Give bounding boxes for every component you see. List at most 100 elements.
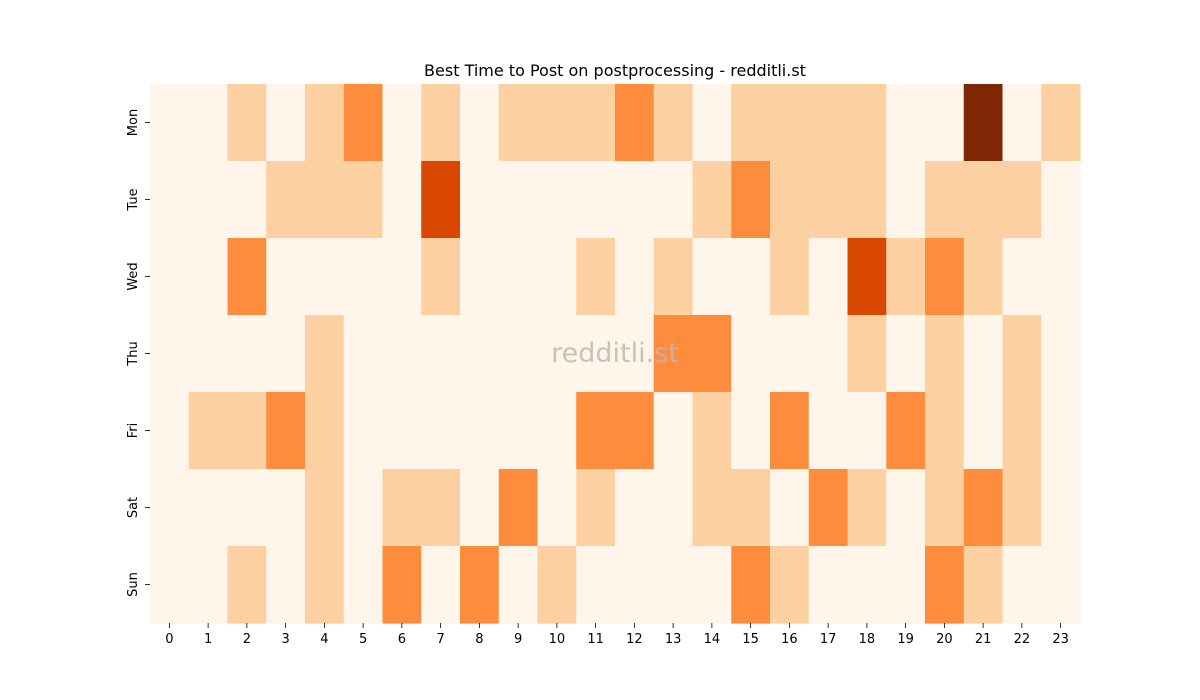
heatmap-cell-sat-14 (692, 469, 732, 547)
heatmap-cell-fri-17 (808, 392, 849, 470)
heatmap-cell-tue-23 (1041, 161, 1081, 239)
heatmap-cell-tue-0 (150, 161, 190, 239)
heatmap-cell-sun-8 (460, 546, 500, 624)
heatmap-cell-thu-10 (537, 315, 577, 393)
heatmap-cell-mon-9 (498, 84, 539, 162)
heatmap-cell-sat-5 (343, 469, 384, 547)
x-tick-label: 10 (549, 632, 566, 647)
heatmap-cell-tue-21 (963, 161, 1004, 239)
heatmap-cell-sat-0 (150, 469, 190, 547)
x-tick-label: 14 (704, 632, 721, 647)
heatmap-cell-wed-22 (1002, 238, 1042, 316)
heatmap-cell-fri-23 (1041, 392, 1081, 470)
heatmap-cell-fri-16 (770, 392, 810, 470)
heatmap-cell-wed-12 (615, 238, 655, 316)
heatmap-cell-sat-10 (537, 469, 577, 547)
heatmap-cell-wed-13 (653, 238, 694, 316)
heatmap-cell-sat-13 (653, 469, 694, 547)
heatmap-cell-sun-1 (188, 546, 229, 624)
x-axis: 0 1 2 3 4 5 6 7 8 9 10 11 12 13 14 15 16 17 18 19 20 21 22 23 (165, 623, 1069, 647)
x-tick-label: 22 (1014, 632, 1031, 647)
heatmap-cell-mon-10 (537, 84, 577, 162)
heatmap-cell-mon-4 (305, 84, 345, 162)
heatmap-cell-wed-0 (150, 238, 190, 316)
heatmap-cell-tue-7 (421, 161, 461, 239)
heatmap-cell-sun-9 (498, 546, 539, 624)
heatmap-cell-fri-13 (653, 392, 694, 470)
heatmap-cell-thu-23 (1041, 315, 1081, 393)
x-tick-label: 11 (587, 632, 604, 647)
heatmap-cell-sun-14 (692, 546, 732, 624)
heatmap-cell-mon-17 (808, 84, 849, 162)
heatmap-cell-wed-14 (692, 238, 732, 316)
heatmap-cell-mon-12 (615, 84, 655, 162)
x-tick-label: 1 (204, 632, 212, 647)
heatmap-cell-mon-18 (847, 84, 887, 162)
heatmap-cell-thu-11 (576, 315, 616, 393)
heatmap-cell-tue-10 (537, 161, 577, 239)
heatmap-cell-sun-22 (1002, 546, 1042, 624)
heatmap-cell-wed-16 (770, 238, 810, 316)
heatmap-cell-fri-0 (150, 392, 190, 470)
heatmap-cell-tue-22 (1002, 161, 1042, 239)
heatmap-cell-mon-3 (266, 84, 306, 162)
x-tick-label: 23 (1052, 632, 1069, 647)
heatmap-cell-fri-15 (731, 392, 771, 470)
heatmap-cell-wed-3 (266, 238, 306, 316)
heatmap-cell-thu-18 (847, 315, 887, 393)
heatmap-cell-wed-8 (460, 238, 500, 316)
x-tick-label: 6 (398, 632, 406, 647)
x-tick-label: 18 (859, 632, 876, 647)
heatmap-cell-mon-13 (653, 84, 694, 162)
heatmap-cell-tue-6 (382, 161, 422, 239)
heatmap-cell-tue-19 (886, 161, 926, 239)
heatmap-cell-sat-18 (847, 469, 887, 547)
heatmap-cell-sun-6 (382, 546, 422, 624)
heatmap-cell-sat-11 (576, 469, 616, 547)
heatmap-cell-tue-2 (227, 161, 267, 239)
heatmap-cell-tue-12 (615, 161, 655, 239)
heatmap-cell-sun-23 (1041, 546, 1081, 624)
heatmap-cell-wed-5 (343, 238, 384, 316)
heatmap-cell-mon-19 (886, 84, 926, 162)
heatmap-cell-wed-4 (305, 238, 345, 316)
heatmap-cell-sun-0 (150, 546, 190, 624)
heatmap-cell-mon-22 (1002, 84, 1042, 162)
heatmap-cell-tue-1 (188, 161, 229, 239)
heatmap-cell-sat-3 (266, 469, 306, 547)
heatmap-cell-tue-8 (460, 161, 500, 239)
heatmap-cell-tue-4 (305, 161, 345, 239)
heatmap-cell-wed-9 (498, 238, 539, 316)
watermark: redditli.st (551, 338, 679, 369)
heatmap-cell-wed-15 (731, 238, 771, 316)
heatmap-cell-thu-19 (886, 315, 926, 393)
heatmap-cell-fri-4 (305, 392, 345, 470)
heatmap-cell-sun-5 (343, 546, 384, 624)
x-tick-label: 21 (975, 632, 992, 647)
heatmap-cell-sun-4 (305, 546, 345, 624)
x-tick-label: 19 (897, 632, 914, 647)
heatmap-cell-sun-21 (963, 546, 1004, 624)
heatmap-cell-tue-13 (653, 161, 694, 239)
heatmap-cell-mon-21 (963, 84, 1004, 162)
heatmap-cell-wed-7 (421, 238, 461, 316)
heatmap-cell-thu-15 (731, 315, 771, 393)
y-tick-label: Tue (126, 188, 141, 211)
heatmap-cell-fri-14 (692, 392, 732, 470)
heatmap-cell-fri-10 (537, 392, 577, 470)
x-tick-label: 20 (936, 632, 953, 647)
heatmap-cell-fri-19 (886, 392, 926, 470)
heatmap-cell-tue-14 (692, 161, 732, 239)
heatmap-cell-sun-13 (653, 546, 694, 624)
heatmap-cell-mon-7 (421, 84, 461, 162)
heatmap-cell-fri-2 (227, 392, 267, 470)
heatmap-cell-thu-8 (460, 315, 500, 393)
heatmap-cell-wed-10 (537, 238, 577, 316)
x-tick-label: 9 (514, 632, 522, 647)
x-tick-label: 7 (436, 632, 444, 647)
heatmap-cell-mon-16 (770, 84, 810, 162)
y-axis: Mon Tue Wed Thu Fri Sat Sun (126, 109, 150, 597)
heatmap-cell-mon-15 (731, 84, 771, 162)
heatmap-cell-tue-17 (808, 161, 849, 239)
heatmap-cell-sat-4 (305, 469, 345, 547)
